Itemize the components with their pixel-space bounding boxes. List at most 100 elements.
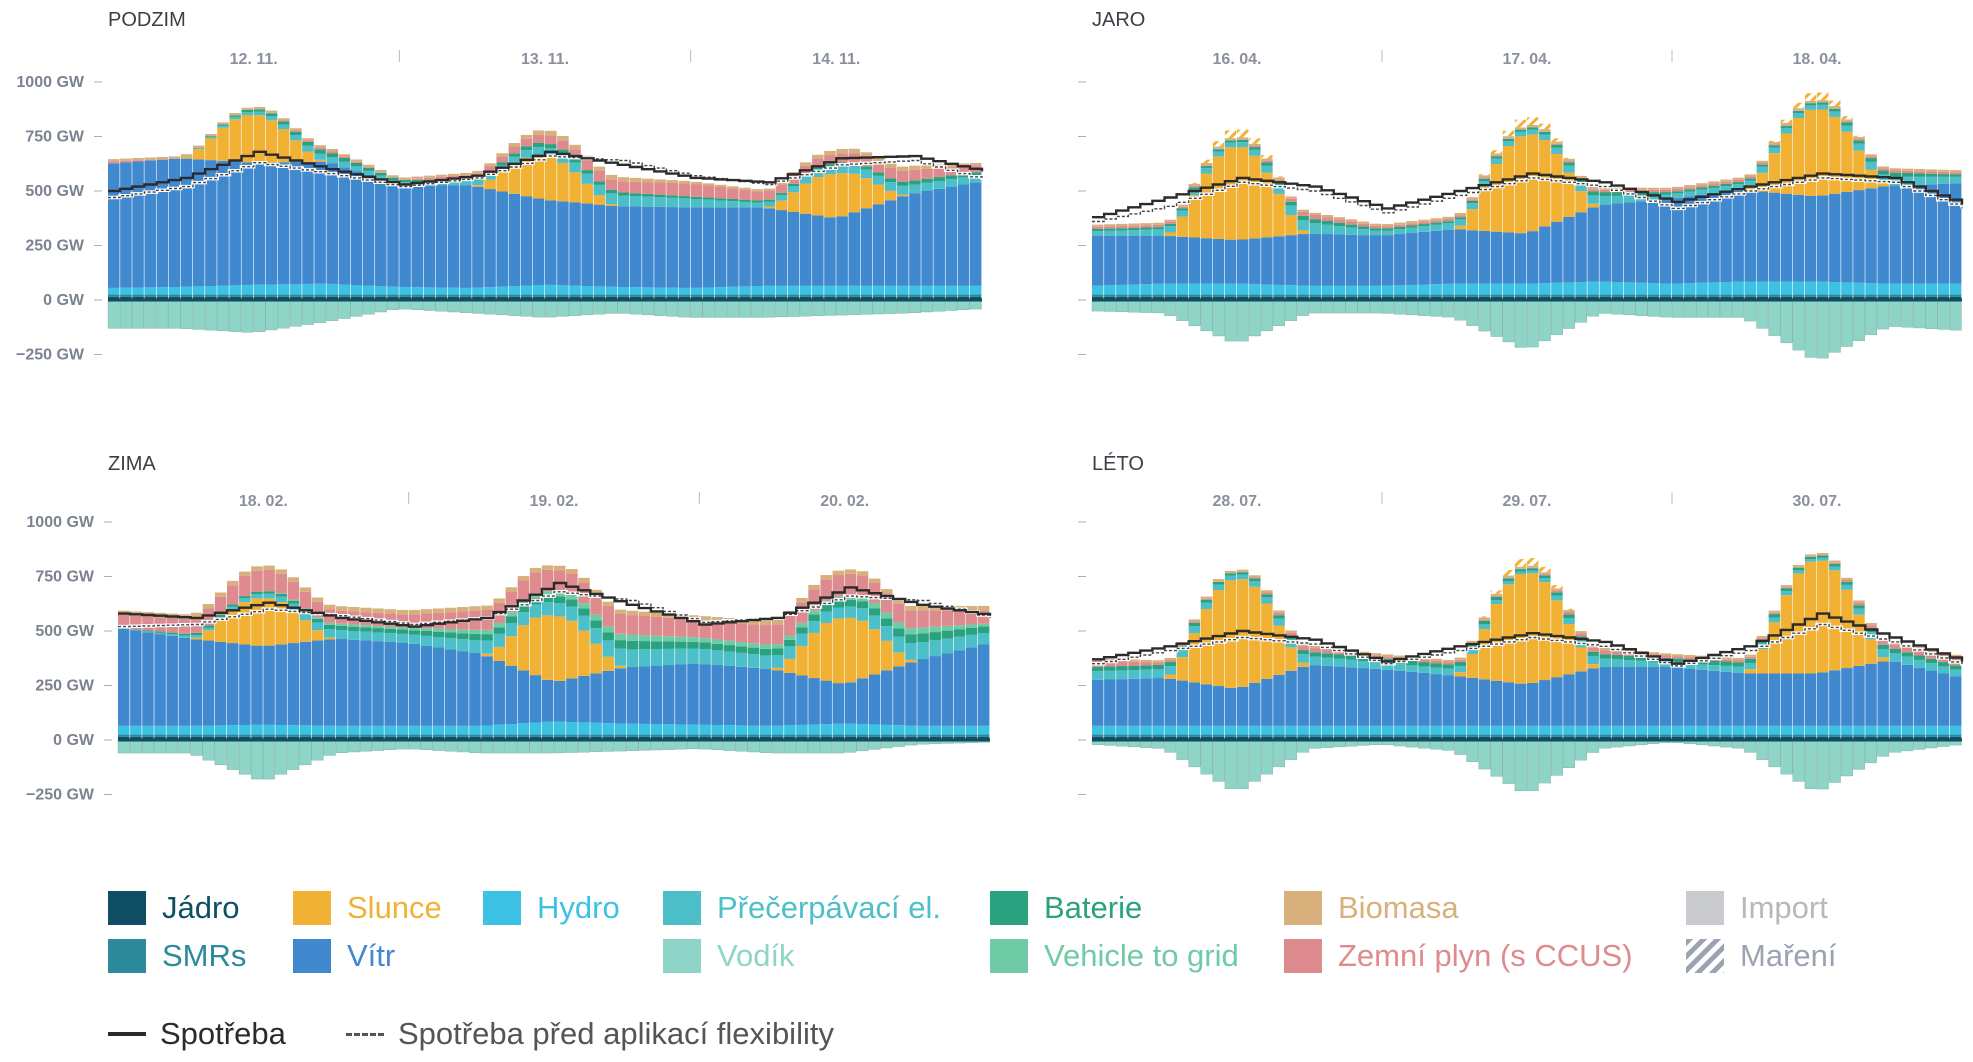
bar-hydro (420, 725, 433, 735)
bar-plyn (1164, 221, 1176, 224)
bar-biomasa (1768, 610, 1781, 613)
bar-smrs (1659, 294, 1672, 297)
bar-mareni (1212, 141, 1225, 147)
bar-smrs (1696, 734, 1708, 737)
bar-smrs (1817, 734, 1829, 737)
bar-smrs (1224, 294, 1237, 297)
bar-negative (751, 299, 764, 318)
bar-jadro (214, 736, 227, 740)
bar-vitr (168, 158, 181, 288)
bar-baterie (1490, 596, 1503, 601)
bar-jadro (338, 296, 351, 300)
bar-negative (144, 299, 157, 329)
bar-vitr (1406, 671, 1418, 726)
bar-plyn (929, 610, 941, 627)
bar-smrs (1164, 734, 1176, 737)
bar-mareni (1539, 123, 1551, 130)
bar-vitr (399, 184, 411, 288)
bar-baterie (1333, 222, 1346, 227)
bar-smrs (1249, 294, 1261, 297)
bar-smrs (1321, 734, 1334, 737)
bar-vitr (1744, 673, 1756, 726)
bar-hydro (1708, 725, 1720, 735)
bar-smrs (836, 294, 848, 297)
bar-precerpavaci (375, 175, 387, 179)
bar-jadro (408, 736, 421, 740)
bar-precerpavaci (1829, 111, 1841, 117)
bar-vitr (253, 162, 266, 285)
bar-precerpavaci (1587, 655, 1599, 665)
bar-biomasa (796, 597, 808, 603)
bar-v2g (566, 594, 578, 600)
bar-vitr (1357, 668, 1370, 726)
bar-hydro (1925, 283, 1938, 295)
bar-jadro (1152, 736, 1164, 740)
bar-precerpavaci (808, 621, 820, 633)
bar-hydro (868, 724, 881, 735)
bar-negative (1563, 739, 1575, 768)
bar-precerpavaci (1732, 184, 1744, 191)
bar-negative (1333, 299, 1346, 314)
bar-smrs (702, 294, 715, 297)
bar-plyn (727, 188, 739, 199)
bar-jadro (1128, 736, 1140, 740)
bar-negative (154, 739, 167, 754)
bar-smrs (723, 734, 736, 737)
bar-precerpavaci (593, 184, 606, 196)
bar-smrs (617, 294, 630, 297)
bar-plyn (1345, 221, 1358, 225)
bar-vitr (1333, 666, 1346, 726)
bar-negative (1853, 299, 1865, 341)
bar-smrs (844, 734, 857, 737)
panel-title-1: JARO (1092, 9, 1145, 31)
bar-vitr (1152, 678, 1164, 726)
legend-hydro: Hydro (483, 888, 620, 928)
bar-vitr (447, 185, 460, 288)
bar-smrs (1490, 294, 1503, 297)
bar-hydro (1901, 283, 1914, 295)
bar-smrs (460, 294, 472, 297)
bar-plyn (663, 617, 675, 637)
bar-vitr (909, 193, 921, 286)
bar-smrs (884, 294, 897, 297)
ytick-label: 250 GW (35, 678, 95, 695)
bar-hydro (711, 725, 723, 735)
bar-hydro (1514, 283, 1527, 295)
bar-hydro (168, 287, 181, 295)
bar-precerpavaci (1708, 187, 1720, 194)
bar-smrs (1116, 294, 1128, 297)
bar-jadro (1635, 736, 1648, 740)
bar-jadro (348, 736, 360, 740)
day-label: 28. 07. (1213, 493, 1262, 510)
bar-plyn (1696, 185, 1708, 188)
bar-negative (217, 299, 229, 332)
bar-hydro (469, 725, 481, 735)
bar-smrs (1418, 294, 1430, 297)
legend-v2g: Vehicle to grid (990, 936, 1239, 976)
bar-precerpavaci (799, 176, 812, 184)
bar-baterie (202, 625, 215, 628)
bar-slunce (472, 185, 484, 187)
bar-plyn (860, 156, 873, 167)
bar-jadro (569, 296, 581, 300)
legend-swatch-biomasa (1284, 891, 1322, 925)
bar-baterie (675, 641, 687, 649)
bar-jadro (856, 736, 869, 740)
bar-biomasa (1430, 218, 1442, 221)
bar-jadro (277, 296, 290, 300)
bar-biomasa (1756, 160, 1769, 163)
bar-jadro (650, 736, 663, 740)
bar-plyn (977, 610, 990, 624)
bar-plyn (1430, 220, 1442, 223)
bar-precerpavaci (663, 648, 675, 666)
bar-negative (945, 299, 958, 311)
bar-precerpavaci (1442, 668, 1454, 676)
bar-v2g (626, 634, 639, 641)
bar-vitr (142, 632, 154, 726)
bar-jadro (581, 296, 593, 300)
bar-baterie (1877, 644, 1889, 649)
bar-biomasa (1357, 651, 1370, 654)
bar-plyn (775, 184, 788, 194)
bar-hydro (132, 287, 144, 295)
bar-precerpavaci (1466, 648, 1479, 654)
